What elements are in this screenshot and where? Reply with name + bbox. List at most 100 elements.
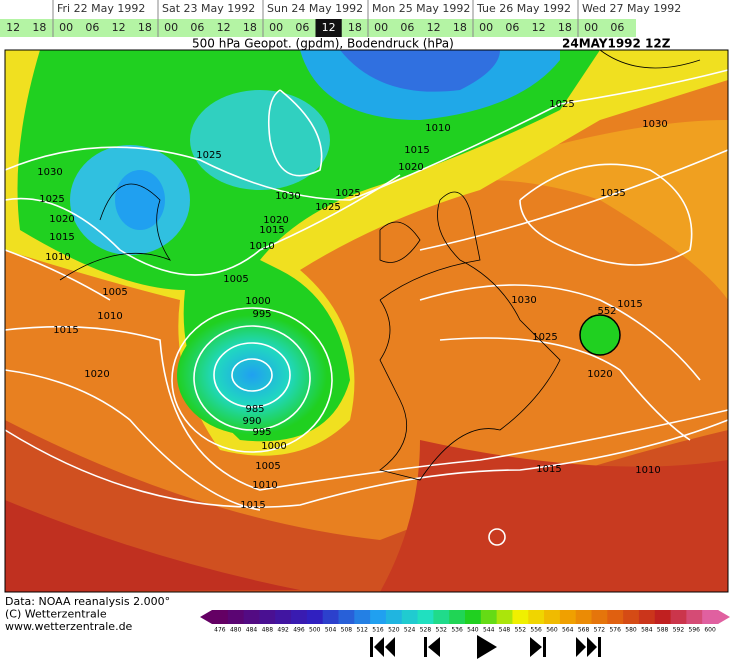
hour-cell[interactable]: 06 [400,21,414,34]
hour-cell[interactable]: 06 [190,21,204,34]
isobar-label: 1025 [39,194,64,205]
map: 1030 1025 1020 1015 1010 1005 1010 1015 1020 1025… [4,49,729,592]
isobar-label: 1010 [252,480,277,491]
next-button[interactable] [530,637,546,657]
isobar-label: 1015 [617,299,642,310]
scale-label: 600 [704,627,716,634]
scale-label: 560 [546,627,558,634]
scale-swatch [686,610,703,624]
scale-label: 520 [388,627,400,634]
hour-cell[interactable]: 00 [59,21,73,34]
scale-swatch [433,610,450,624]
hour-cell[interactable]: 06 [610,21,624,34]
hour-cell[interactable]: 00 [584,21,598,34]
hour-cell[interactable]: 06 [295,21,309,34]
scale-swatch [322,610,339,624]
isobar-label: 990 [242,416,261,427]
scale-swatch [291,610,308,624]
first-button[interactable] [370,637,395,657]
scale-label: 556 [530,627,542,634]
isobar-label: 1005 [102,287,127,298]
hour-cell[interactable]: 12 [322,21,336,34]
footer-line: www.wetterzentrale.de [5,620,133,633]
isobar-label: 1025 [196,150,221,161]
hour-cell[interactable]: 18 [453,21,467,34]
isobar-label: 1000 [261,441,286,452]
hour-cell[interactable]: 00 [269,21,283,34]
isobar-label: 1015 [536,464,561,475]
hour-cell[interactable]: 12 [532,21,546,34]
day-label[interactable]: Sun 24 May 1992 [267,2,363,15]
footer-line: Data: NOAA reanalysis 2.000° [5,595,170,608]
scale-swatch [670,610,687,624]
scale-label: 532 [436,627,448,634]
hour-cell[interactable]: 18 [32,21,46,34]
day-label[interactable]: Sat 23 May 1992 [162,2,255,15]
scale-label: 516 [372,627,384,634]
day-label[interactable]: Tue 26 May 1992 [476,2,571,15]
hour-cell[interactable]: 00 [374,21,388,34]
hour-cell[interactable]: 00 [479,21,493,34]
scale-swatch [465,610,482,624]
hour-cell[interactable]: 18 [138,21,152,34]
play-button[interactable] [477,635,497,659]
hour-cell[interactable]: 00 [164,21,178,34]
hour-cell[interactable]: 18 [243,21,257,34]
scale-swatch [496,610,513,624]
scale-swatch [512,610,529,624]
scale-label: 488 [262,627,274,634]
isobar-label: 985 [245,404,264,415]
scale-label: 596 [689,627,701,634]
hour-cell[interactable]: 06 [85,21,99,34]
prev-button[interactable] [424,637,440,657]
isobar-label: 1035 [600,188,625,199]
hour-cell[interactable]: 18 [348,21,362,34]
scale-label: 476 [214,627,226,634]
isobar-label: 1020 [84,369,109,380]
last-button[interactable] [576,637,601,657]
map-frame [4,49,729,593]
scale-label: 524 [404,627,416,634]
hour-cell[interactable]: 12 [6,21,20,34]
isobar-label: 1025 [315,202,340,213]
scale-swatch [559,610,577,624]
playback-controls [370,635,601,659]
selected-hour [315,19,342,37]
isobar-label: 1030 [37,167,62,178]
isobar-label: 1020 [49,214,74,225]
isobar-label: 1005 [255,461,280,472]
hour-cell[interactable]: 12 [112,21,126,34]
scale-swatch [401,610,419,624]
scale-label: 528 [420,627,432,634]
isobar-label: 1020 [398,162,423,173]
day-label[interactable]: Fri 22 May 1992 [57,2,145,15]
isobar-label: 1025 [532,332,557,343]
isobar-label: 995 [252,309,271,320]
hour-cell[interactable]: 12 [427,21,441,34]
scale-label: 536 [451,627,463,634]
scale-swatch [528,610,545,624]
isobar-label: 1015 [404,145,429,156]
scale-label: 564 [562,627,574,634]
hour-cell[interactable]: 12 [217,21,231,34]
day-label[interactable]: Wed 27 May 1992 [582,2,681,15]
scale-swatch [449,610,466,624]
scale-swatch [702,610,719,624]
isobar-label: 995 [252,427,271,438]
scale-swatch [544,610,561,624]
scale-swatch [575,610,592,624]
isobar-label: 1010 [425,123,450,134]
hour-cell[interactable]: 18 [558,21,572,34]
map-title: 500 hPa Geopot. (gpdm), Bodendruck (hPa) [192,37,454,51]
day-label[interactable]: Mon 25 May 1992 [372,2,470,15]
scale-label: 512 [356,627,368,634]
scale-swatch [591,610,608,624]
scale-label: 540 [467,627,479,634]
scale-swatch [638,610,656,624]
hour-cell[interactable]: 06 [505,21,519,34]
isobar-label: 1020 [587,369,612,380]
isobar-label: 1010 [249,241,274,252]
scale-arrow-right [718,610,730,624]
scale-label: 500 [309,627,321,634]
